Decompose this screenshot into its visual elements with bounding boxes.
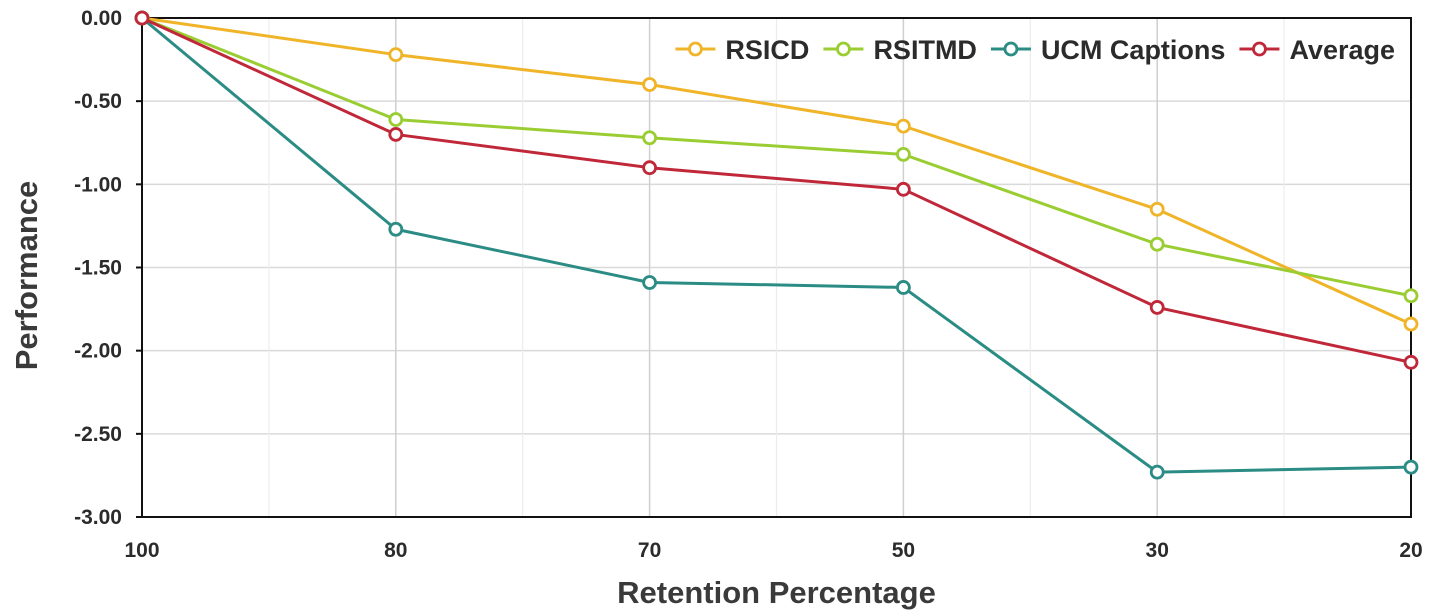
series-line-ucm-captions (141, 16, 1412, 474)
data-point-ucm-captions (642, 275, 657, 290)
data-point-average (134, 10, 150, 26)
legend: RSICD RSITMD UCM Captions Average (675, 35, 1395, 65)
series-line-rsicd (141, 16, 1412, 326)
data-point-rsitmd (1149, 236, 1165, 252)
data-point-rsitmd (1403, 288, 1419, 304)
data-point-average (388, 127, 404, 142)
x-tick-label: 50 (892, 539, 915, 562)
data-point-ucm-captions (896, 280, 911, 295)
x-axis-title: Retention Percentage (617, 575, 936, 610)
data-point-ucm-captions (1403, 459, 1419, 475)
legend-item-rsitmd: RSITMD (823, 35, 977, 65)
y-tick-label: -0.50 (74, 90, 122, 113)
x-tick-label: 20 (1399, 539, 1422, 562)
x-tick-label: 30 (1146, 539, 1169, 562)
y-tick-label: -2.50 (74, 423, 122, 446)
series-line-rsitmd (141, 16, 1412, 298)
data-point-ucm-captions (1149, 464, 1165, 480)
data-point-average (1149, 300, 1165, 315)
y-tick-label: -3.00 (74, 506, 122, 529)
x-axis-ticks: 100 80 70 50 30 20 (124, 539, 1422, 562)
data-point-rsicd (642, 77, 657, 92)
y-tick-label: -1.50 (74, 257, 122, 280)
series-line-average (141, 16, 1412, 364)
series-average (134, 10, 1419, 370)
data-point-rsitmd (388, 112, 404, 127)
legend-label-average: Average (1289, 35, 1395, 65)
legend-marker-rsicd (688, 41, 703, 57)
data-point-rsicd (1403, 316, 1419, 332)
legend-label-ucm-captions: UCM Captions (1041, 35, 1226, 65)
series-group (134, 10, 1419, 480)
data-point-average (1403, 354, 1419, 370)
legend-marker-ucm-captions (1003, 41, 1019, 57)
legend-marker-average (1252, 41, 1267, 57)
data-point-average (896, 181, 911, 197)
x-tick-label: 100 (124, 539, 159, 562)
legend-label-rsitmd: RSITMD (873, 35, 977, 65)
y-tick-label: 0.00 (81, 7, 122, 30)
y-tick-label: -2.00 (74, 340, 122, 363)
legend-item-rsicd: RSICD (675, 35, 809, 65)
y-axis-ticks: 0.00 -0.50 -1.00 -1.50 -2.00 -2.50 -3.00 (74, 7, 142, 529)
x-tick-label: 70 (638, 539, 661, 562)
data-point-rsicd (1149, 201, 1165, 217)
data-point-average (642, 160, 657, 176)
y-axis-title: Performance (9, 181, 44, 371)
legend-marker-rsitmd (836, 41, 851, 57)
y-tick-label: -1.00 (74, 173, 122, 196)
data-point-rsitmd (642, 130, 657, 146)
data-point-rsitmd (896, 146, 911, 162)
x-tick-label: 80 (384, 539, 407, 562)
data-point-rsicd (896, 118, 911, 134)
data-point-ucm-captions (388, 221, 404, 237)
data-point-rsicd (388, 47, 404, 62)
legend-label-rsicd: RSICD (725, 35, 809, 65)
legend-item-average: Average (1239, 35, 1395, 65)
legend-item-ucm-captions: UCM Captions (990, 35, 1226, 65)
